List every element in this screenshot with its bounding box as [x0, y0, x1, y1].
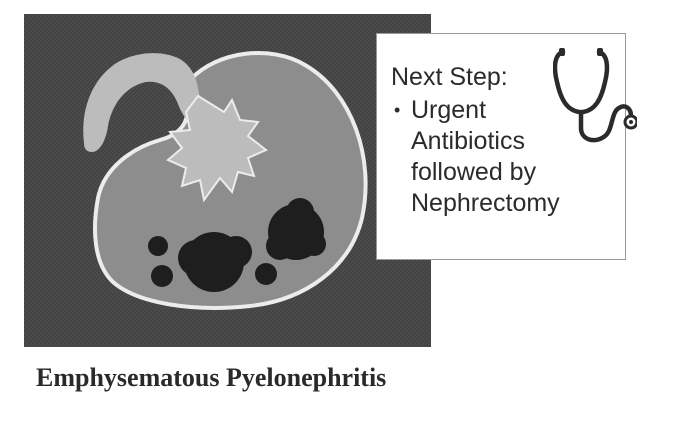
- gas-pockets: [148, 198, 326, 292]
- gas-pocket: [302, 232, 326, 256]
- renal-pelvis: [166, 94, 268, 203]
- callout-item-text: Urgent Antibiotics followed by Nephrecto…: [411, 96, 560, 217]
- figure-caption: Emphysematous Pyelonephritis: [36, 363, 387, 392]
- next-step-callout: Next Step: • Urgent Antibiotics followed…: [376, 33, 637, 260]
- stethoscope-icon: [553, 48, 637, 143]
- gas-pocket: [148, 236, 168, 256]
- bullet-icon: •: [394, 100, 401, 120]
- callout-list: • Urgent Antibiotics followed by Nephrec…: [391, 95, 601, 219]
- ureter: [83, 53, 214, 152]
- gas-pocket: [255, 263, 277, 285]
- gas-pocket: [286, 198, 314, 226]
- callout-item: • Urgent Antibiotics followed by Nephrec…: [391, 95, 601, 219]
- gas-pocket: [266, 232, 294, 260]
- gas-pocket: [151, 265, 173, 287]
- gas-pocket: [178, 240, 214, 276]
- callout-heading: Next Step:: [391, 63, 508, 91]
- gas-pocket: [220, 236, 252, 268]
